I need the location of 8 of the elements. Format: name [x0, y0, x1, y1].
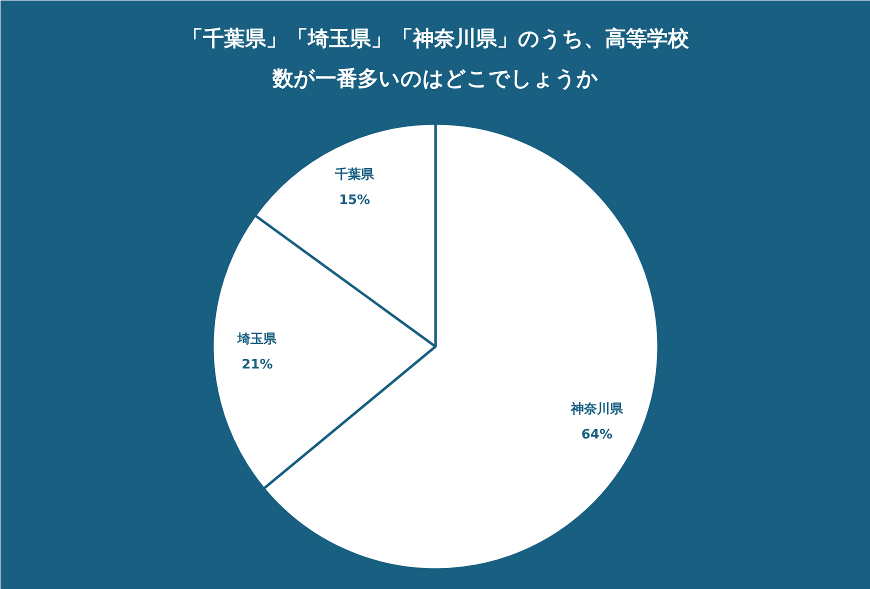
slice-label: 千葉県	[334, 166, 376, 182]
slice-label: 埼玉県	[236, 332, 278, 347]
slice-label: 神奈川県	[570, 401, 624, 418]
data-label: 21%	[242, 357, 273, 372]
chart-subtitle: 数が一番多いのはどこでしょうか	[272, 66, 598, 90]
chart-title: 「千葉県」「埼玉県」「神奈川県」のうち、高等学校	[182, 26, 690, 50]
data-label: 64%	[581, 428, 612, 443]
data-label: 15%	[338, 192, 370, 208]
